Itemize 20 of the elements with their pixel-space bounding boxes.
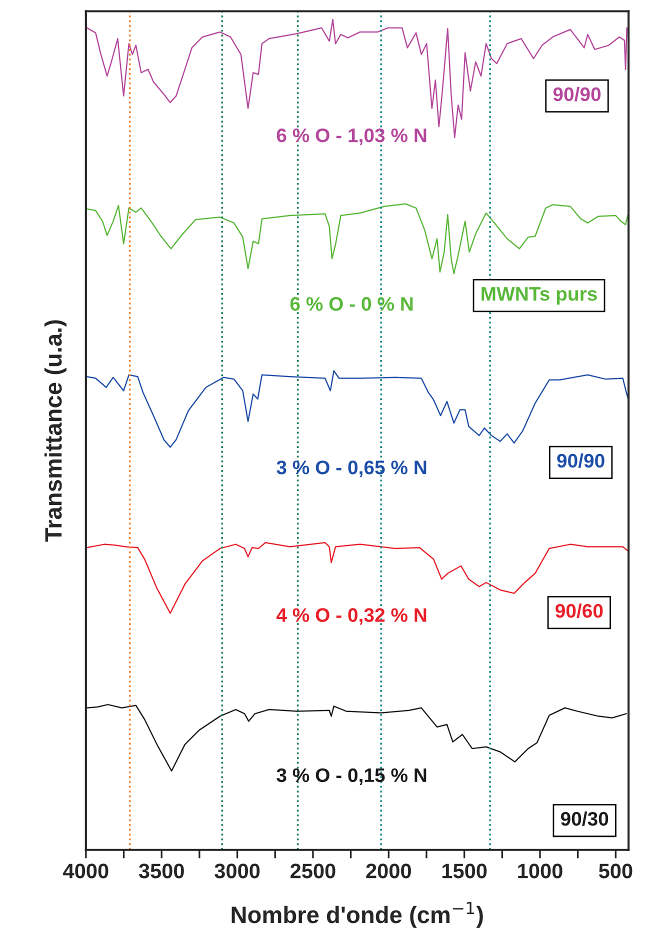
x-tick-label: 1500: [442, 864, 487, 878]
annotation: 90/60: [556, 603, 603, 618]
y-axis-title: Transmittance (u.a.): [44, 320, 66, 542]
annotation: 90/90: [557, 453, 604, 468]
annotation: MWNTs purs: [482, 287, 597, 305]
x-tick-label: 3500: [138, 864, 184, 878]
annotation: 3 % O - 0,65 % N: [276, 460, 426, 478]
x-tick-label: 2000: [366, 864, 411, 878]
x-tick-label: 500: [598, 864, 632, 878]
x-tick-label: 2500: [290, 864, 336, 878]
annotation: 90/90: [553, 86, 601, 102]
annotation: 6 % O - 0 % N: [290, 297, 413, 311]
annotation: 6 % O - 1,03 % N: [276, 128, 426, 146]
annotation: 4 % O - 0,32 % N: [276, 608, 426, 625]
annotation: 3 % O - 0,15 % N: [276, 768, 426, 785]
x-tick-label: 1000: [518, 864, 562, 878]
x-axis-title: Nombre d'onde (cm$^{−1}$): [232, 902, 483, 928]
x-tick-label: 4000: [63, 864, 108, 878]
x-tick-label: 3000: [214, 864, 260, 878]
annotation: 90/30: [560, 811, 608, 826]
